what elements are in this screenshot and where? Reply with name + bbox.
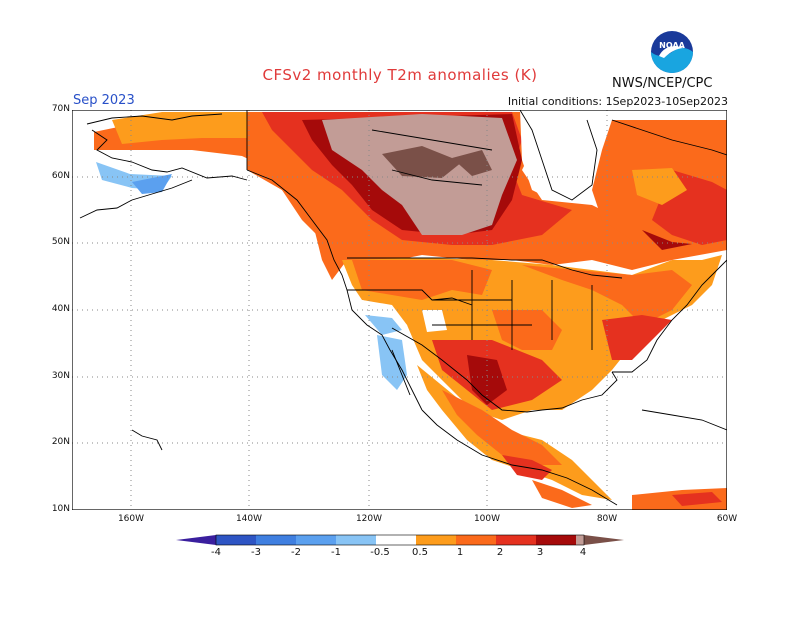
lat-label-70n: 70N	[51, 104, 70, 114]
coastlines	[79, 110, 727, 506]
map-title: CFSv2 monthly T2m anomalies (K)	[262, 66, 538, 84]
lat-label-60n: 60N	[51, 171, 70, 181]
colorbar-swatch-2-1	[296, 535, 336, 545]
lat-label-50n: 50N	[51, 237, 70, 247]
colorbar-swatch-05-1	[416, 535, 456, 545]
noaa-logo-text: NOAA	[659, 41, 685, 50]
colorbar-swatch-neutral	[376, 535, 416, 545]
colorbar-label-3: 3	[536, 547, 544, 558]
colorbar-label-minus2: -2	[291, 547, 301, 558]
colorbar-swatch-4-5	[576, 535, 584, 545]
graticule	[72, 110, 727, 510]
lon-label-60w: 60W	[716, 514, 738, 524]
colorbar-label-minus1: -1	[331, 547, 341, 558]
lon-label-120w: 120W	[355, 514, 383, 524]
lat-label-40n: 40N	[51, 304, 70, 314]
colorbar-swatch-1-2	[456, 535, 496, 545]
forecast-month: Sep 2023	[73, 93, 135, 108]
lat-label-30n: 30N	[51, 371, 70, 381]
colorbar-label-1: 1	[456, 547, 464, 558]
lon-label-100w: 100W	[473, 514, 501, 524]
lon-label-160w: 160W	[117, 514, 145, 524]
agency-label: NWS/NCEP/CPC	[612, 76, 713, 91]
lon-label-140w: 140W	[235, 514, 263, 524]
colorbar-label-2: 2	[496, 547, 504, 558]
colorbar-swatch-lt-4	[176, 535, 216, 545]
colorbar	[176, 534, 624, 546]
colorbar-label-minus3: -3	[251, 547, 261, 558]
colorbar-swatch-gt-5	[584, 535, 624, 545]
colorbar-swatch-3-2	[256, 535, 296, 545]
noaa-logo: NOAA	[651, 31, 693, 73]
colorbar-label-05: 0.5	[412, 547, 428, 558]
initial-conditions: Initial conditions: 1Sep2023-10Sep2023	[507, 95, 728, 108]
colorbar-label-minus05: -0.5	[370, 547, 390, 558]
colorbar-swatch-1-05	[336, 535, 376, 545]
anomaly-map	[72, 110, 727, 510]
colorbar-swatch-4-3	[216, 535, 256, 545]
lat-label-10n: 10N	[51, 504, 70, 514]
colorbar-swatch-2-3	[496, 535, 536, 545]
lon-label-80w: 80W	[596, 514, 618, 524]
colorbar-label-4: 4	[579, 547, 587, 558]
lat-label-20n: 20N	[51, 437, 70, 447]
colorbar-label-minus4: -4	[211, 547, 221, 558]
colorbar-swatch-3-4	[536, 535, 576, 545]
